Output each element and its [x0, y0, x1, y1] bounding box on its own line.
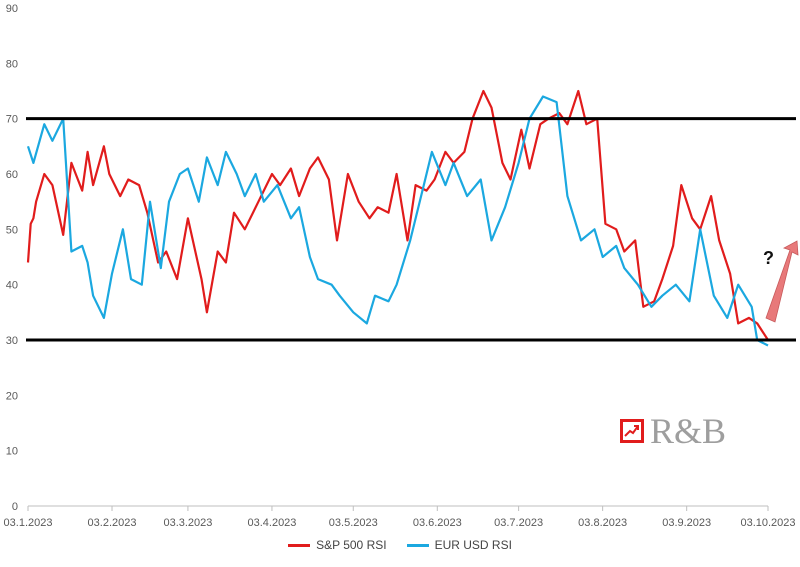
legend-item-eurusd: EUR USD RSI	[406, 538, 512, 552]
x-tick-label: 03.7.2023	[494, 517, 543, 529]
horizontal-reference-lines	[26, 117, 796, 342]
y-tick-label: 10	[6, 446, 18, 458]
y-axis-tick-labels: 0 10 20 30 40 50 60 70 80 90	[6, 3, 18, 513]
watermark-logo: R&B	[620, 410, 726, 452]
watermark-text: R&B	[650, 411, 727, 451]
chart-trend-icon	[620, 419, 644, 443]
x-tick-label: 03.8.2023	[578, 517, 627, 529]
legend-item-sp500: S&P 500 RSI	[288, 538, 387, 552]
y-tick-label: 60	[6, 169, 18, 181]
legend-swatch-sp500	[288, 543, 311, 547]
annotation-question-mark: ?	[763, 248, 774, 268]
y-tick-label: 30	[6, 335, 18, 347]
series-line-eurusd-rsi	[26, 95, 769, 347]
legend-label-eurusd: EUR USD RSI	[434, 538, 512, 552]
up-arrow-icon	[765, 240, 799, 323]
x-tick-label: 03.2.2023	[88, 517, 137, 529]
chart-legend: S&P 500 RSI EUR USD RSI	[0, 538, 800, 552]
y-tick-label: 80	[6, 58, 18, 70]
series-layer	[26, 89, 769, 347]
x-tick-label: 03.10.2023	[740, 517, 795, 529]
y-tick-label: 0	[12, 501, 18, 513]
x-tick-label: 03.9.2023	[662, 517, 711, 529]
annotation-layer	[765, 240, 799, 323]
y-tick-label: 20	[6, 390, 18, 402]
y-tick-label: 90	[6, 3, 18, 15]
series-line-sp500-rsi	[26, 89, 769, 341]
x-tick-label: 03.6.2023	[413, 517, 462, 529]
y-tick-label: 50	[6, 224, 18, 236]
y-tick-label: 40	[6, 280, 18, 292]
x-axis: 03.1.2023 03.2.2023 03.3.2023 03.4.2023 03.5…	[4, 505, 796, 529]
x-tick-label: 03.4.2023	[247, 517, 296, 529]
y-tick-label: 70	[6, 114, 18, 126]
x-tick-label: 03.5.2023	[329, 517, 378, 529]
x-tick-label: 03.1.2023	[4, 517, 53, 529]
legend-swatch-eurusd	[406, 543, 429, 547]
x-tick-label: 03.3.2023	[163, 517, 212, 529]
legend-label-sp500: S&P 500 RSI	[316, 538, 387, 552]
